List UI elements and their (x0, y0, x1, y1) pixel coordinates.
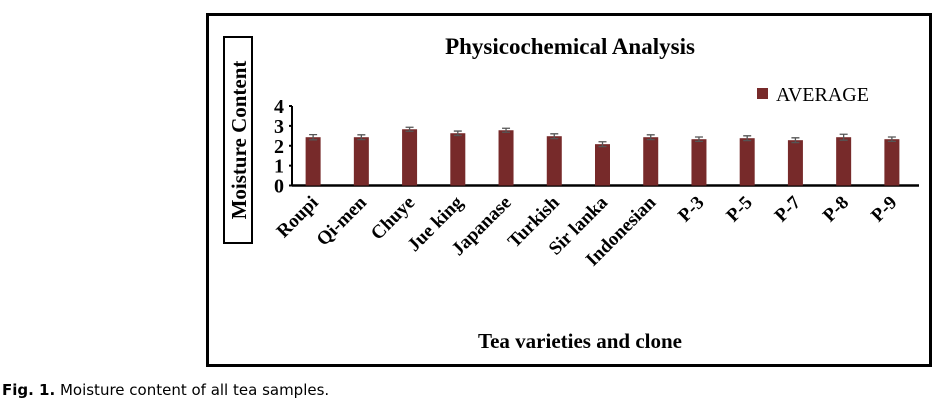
bar-sir-lanka (595, 144, 610, 186)
x-tick-label: P-7 (771, 192, 806, 227)
x-tick-label: P-8 (819, 192, 853, 226)
error-bar (357, 134, 366, 141)
x-tick-label: P-5 (722, 192, 756, 226)
x-tick-label: P-3 (674, 192, 708, 226)
error-bar (839, 133, 848, 141)
y-tick-label: 2 (274, 136, 284, 158)
error-bar (694, 136, 703, 143)
ylabel-box (223, 36, 253, 244)
chart-frame: Physicochemical Analysis Moisture Content… (206, 13, 932, 367)
error-bar (791, 137, 800, 144)
bar-p-9 (884, 139, 900, 186)
bar-chart: Physicochemical Analysis Moisture Content… (223, 34, 919, 353)
error-bar (646, 134, 655, 141)
bar-japanase (498, 130, 514, 186)
error-bar (550, 133, 559, 140)
bar-qi-men (353, 137, 369, 186)
error-bar (887, 136, 896, 143)
bar-p-8 (836, 137, 852, 186)
legend-swatch (757, 88, 768, 99)
y-axis-label: Moisture Content (227, 61, 251, 220)
x-tick-label: Qi-men (313, 192, 371, 250)
y-tick-label: 3 (274, 116, 284, 138)
error-bar (598, 141, 607, 148)
bar-p-5 (739, 138, 755, 186)
x-tick-label: P-9 (867, 192, 901, 226)
error-bar (743, 135, 752, 142)
bar-roupi (305, 137, 321, 186)
y-tick-label: 0 (274, 176, 284, 198)
error-bar (453, 130, 462, 137)
chart-title: Physicochemical Analysis (445, 34, 695, 59)
bar-p-7 (787, 140, 803, 186)
caption-text: Moisture content of all tea samples. (55, 381, 330, 399)
bar-chuye (402, 129, 418, 186)
error-bar (502, 127, 511, 133)
bar-turkish (546, 136, 562, 186)
bar-indonesian (643, 137, 659, 186)
error-bar (309, 133, 318, 141)
y-tick-label: 4 (274, 96, 284, 118)
y-tick-label: 1 (274, 156, 284, 178)
x-axis-label: Tea varieties and clone (478, 329, 682, 353)
caption-label: Fig. 1. (2, 381, 56, 399)
bar-jue-king (450, 133, 466, 186)
bar-p-3 (691, 139, 707, 186)
legend-label: AVERAGE (776, 84, 869, 106)
figure-caption: Fig. 1. Moisture content of all tea samp… (2, 381, 329, 399)
error-bar (405, 126, 414, 132)
